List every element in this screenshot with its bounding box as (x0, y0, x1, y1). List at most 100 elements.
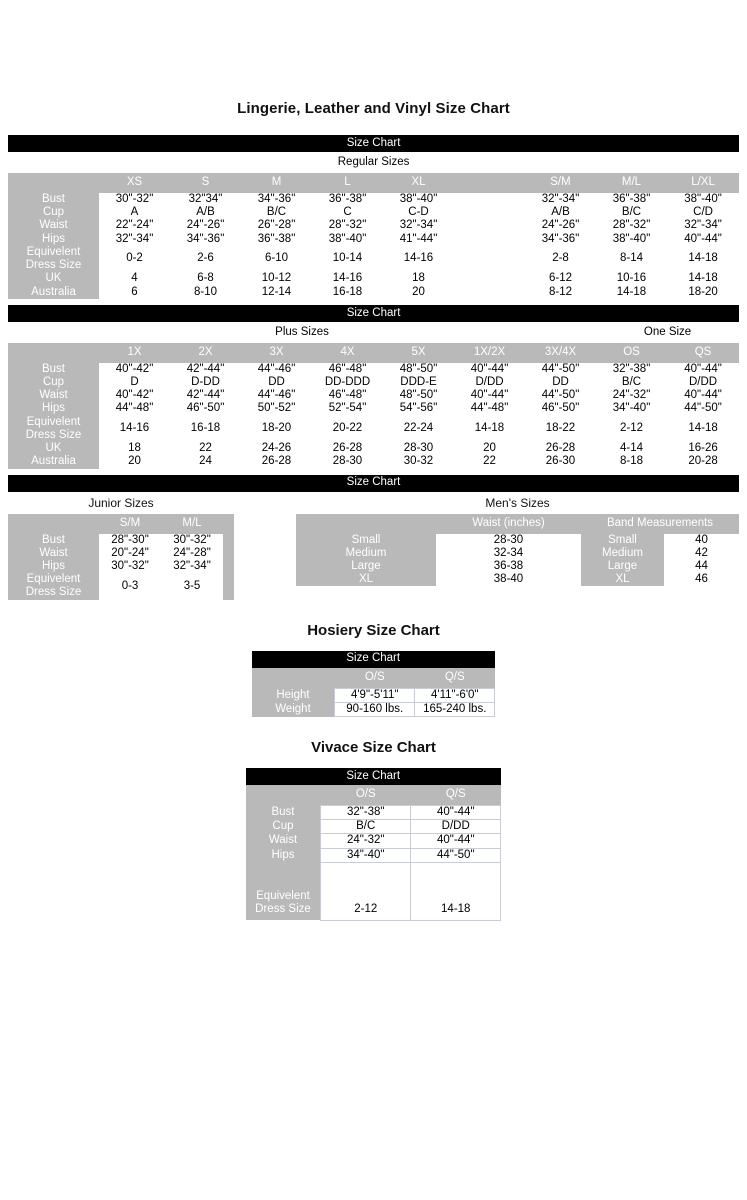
row-label-header (8, 513, 99, 534)
data-cell: 28"-32" (312, 219, 383, 233)
table-row: Waist 22"-24" 24"-26" 26"-28" 28"-32" 32"-34"… (8, 219, 740, 233)
plus-group-row: Plus Sizes One Size (8, 321, 740, 343)
data-cell-empty (454, 285, 525, 299)
data-cell: 34"-36" (170, 232, 241, 246)
row-label: Cup (245, 819, 321, 834)
size-chart-page: Lingerie, Leather and Vinyl Size Chart S… (0, 100, 747, 921)
vivace-block: Size Chart O/S Q/S Bust 32"-38" 40"-44" Cup B… (0, 768, 747, 921)
mens-empty-header (296, 513, 436, 534)
band-size-label: Small (581, 533, 664, 547)
data-cell: 34"-40" (596, 402, 667, 416)
table-row: Hips 34"-40" 44"-50" (245, 847, 502, 863)
plus-sizes-block: Size Chart Plus Sizes One Size 1X 2X 3X 4X 5… (8, 304, 740, 469)
data-cell: B/C (596, 375, 667, 390)
data-cell: DD (525, 375, 596, 390)
data-cell: 2-12 (320, 862, 412, 921)
row-label: Equivelent Dress Size (8, 245, 99, 273)
data-cell: 34"-36" (525, 232, 596, 246)
regular-sizes-block: Size Chart Regular Sizes XS S M L XL S/M M/L L/… (8, 135, 740, 299)
data-cell-empty (454, 219, 525, 233)
mens-sizes-table: Waist (inches) Band Measurements Small 28… (296, 513, 739, 587)
junior-mens-banner-table: Size Chart (8, 474, 739, 492)
table-row: XL 38-40 XL 46 (296, 573, 739, 587)
table-row: Equivelent Dress Size 0-2 2-6 6-10 10-14 14-16… (8, 245, 740, 273)
band-value: 46 (664, 573, 739, 587)
data-cell: 38"-40" (383, 193, 454, 207)
data-cell: 30"-32" (99, 559, 161, 574)
table-row: UK 18 22 24-26 26-28 28-30 20 26-28 4-14 16-26 (8, 442, 740, 456)
regular-sizes-table: Size Chart Regular Sizes XS S M L XL S/M M/L L/… (8, 135, 740, 299)
data-cell: 32"-38" (596, 362, 667, 376)
data-cell: 6-10 (241, 245, 312, 273)
mens-size-label: Large (296, 559, 436, 574)
data-cell: 2-8 (525, 245, 596, 273)
hosiery-title: Hosiery Size Chart (307, 621, 440, 639)
data-cell: 44"-48" (99, 402, 170, 416)
table-row: Bust 28"-30" 30"-32" (8, 533, 234, 547)
data-cell-empty (454, 206, 525, 220)
data-cell: 22 (454, 455, 525, 469)
data-cell: 24 (170, 455, 241, 469)
data-cell: 40"-44" (667, 389, 740, 403)
column-header-spacer (223, 513, 234, 534)
data-cell: 20 (454, 442, 525, 456)
data-cell: 28-30 (383, 442, 454, 456)
row-label: Australia (8, 455, 99, 469)
row-label: Australia (8, 285, 99, 299)
data-cell: 54"-56" (383, 402, 454, 416)
data-cell: 26-28 (525, 442, 596, 456)
table-row: Equivelent Dress Size 14-16 16-18 18-20 20-22… (8, 415, 740, 443)
size-chart-banner: Size Chart (251, 650, 495, 668)
data-cell: D/DD (410, 819, 502, 835)
data-cell: 6-12 (525, 272, 596, 286)
data-cell: 3-5 (161, 573, 223, 600)
data-cell: 26-28 (241, 455, 312, 469)
band-size-label: XL (581, 573, 664, 587)
data-cell: D/DD (667, 375, 740, 390)
column-header-3x: 3X (241, 342, 312, 363)
mens-header-row: Waist (inches) Band Measurements (296, 513, 739, 534)
column-header-spacer (454, 173, 525, 193)
row-label: Hips (8, 232, 99, 246)
data-cell: A/B (170, 206, 241, 220)
data-cell: C-D (383, 206, 454, 220)
data-cell: 10-12 (241, 272, 312, 286)
table-row: Hips 30"-32" 32"-34" (8, 559, 234, 574)
data-cell: 36"-38" (312, 193, 383, 207)
data-cell: 36"-38" (241, 232, 312, 246)
data-cell: 24"-28" (161, 546, 223, 560)
data-cell: 38"-40" (667, 193, 740, 207)
hosiery-body: Height 4'9"-5'11" 4'11"-6'0" Weight 90-160 l… (251, 687, 496, 718)
row-label: Hips (245, 848, 321, 863)
row-label: Hips (8, 559, 99, 574)
row-label: Weight (251, 702, 335, 717)
data-cell: 34"-36" (241, 193, 312, 207)
data-cell: 30"-32" (161, 533, 223, 547)
junior-body: Bust 28"-30" 30"-32" Waist 20"-24" 24"-28" Hip… (8, 533, 234, 600)
plus-header-row: 1X 2X 3X 4X 5X 1X/2X 3X/4X OS QS (8, 342, 740, 363)
data-cell: DD (241, 375, 312, 390)
plus-group-label: Plus Sizes (8, 321, 596, 343)
data-cell: 4 (99, 272, 170, 286)
mens-waist-value: 36-38 (436, 559, 581, 574)
data-cell: 32"-34" (383, 219, 454, 233)
data-cell: 34"-40" (320, 847, 412, 863)
size-chart-banner: Size Chart (8, 304, 740, 322)
data-cell: 28-30 (312, 455, 383, 469)
table-row: Hips 44"-48" 46"-50" 50"-52" 52"-54" 54"-56" 4… (8, 402, 740, 416)
table-row: Waist 24"-32" 40"-44" (245, 833, 502, 849)
data-cell: DDD-E (383, 375, 454, 390)
band-value: 44 (664, 559, 739, 574)
row-label-header (245, 785, 321, 806)
data-cell: 40"-44" (410, 833, 502, 849)
column-header-s-m: S/M (525, 173, 596, 193)
data-cell: 32"-34" (99, 232, 170, 246)
data-cell: 52"-54" (312, 402, 383, 416)
column-header-q-s: Q/S (414, 667, 495, 689)
data-cell: 16-26 (667, 442, 740, 456)
row-label: Bust (8, 193, 99, 207)
regular-header-row: XS S M L XL S/M M/L L/XL (8, 173, 740, 193)
data-cell: 14-16 (383, 245, 454, 273)
data-cell: 50"-52" (241, 402, 312, 416)
table-row: Australia 6 8-10 12-14 16-18 20 8-12 14-18 18-20 (8, 285, 740, 299)
